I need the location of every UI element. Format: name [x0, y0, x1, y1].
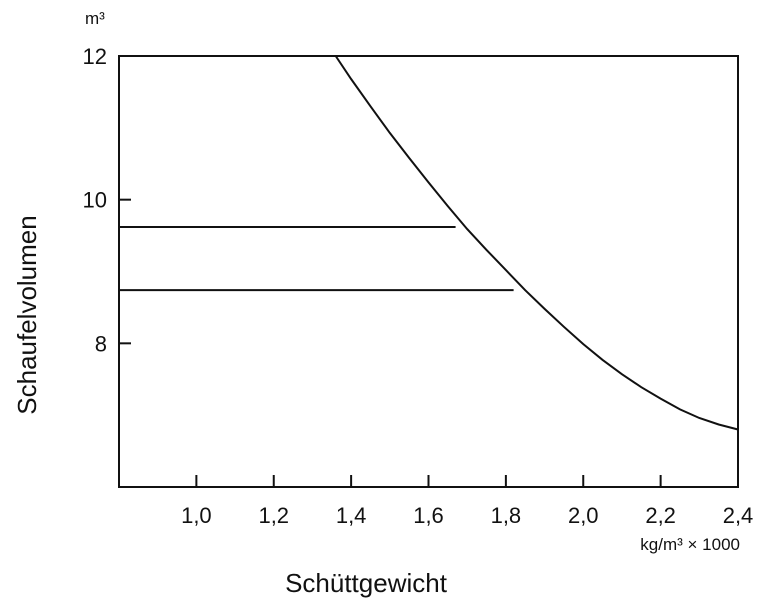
series-curve [334, 55, 739, 431]
reference-lines [119, 225, 514, 292]
x-axis-ticks: 1,0 1,2 1,4 1,6 1,8 2,0 2,2 2,4 [181, 475, 753, 528]
y-tick-label: 10 [83, 188, 107, 213]
plot-frame [118, 55, 739, 488]
x-axis-title: Schüttgewicht [285, 568, 448, 598]
y-axis-title: Schaufelvolumen [12, 215, 42, 414]
x-tick-label: 1,8 [491, 503, 522, 528]
y-tick-label: 12 [83, 44, 107, 69]
y-axis-ticks: 8 10 12 [83, 44, 131, 356]
x-tick-label: 1,0 [181, 503, 212, 528]
y-unit-label: m³ [85, 9, 105, 28]
x-tick-label: 1,4 [336, 503, 367, 528]
x-tick-label: 2,4 [723, 503, 754, 528]
x-tick-label: 2,0 [568, 503, 599, 528]
y-tick-label: 8 [95, 331, 107, 356]
x-tick-label: 2,2 [645, 503, 676, 528]
x-unit-label: kg/m³ × 1000 [640, 535, 740, 554]
x-tick-label: 1,2 [258, 503, 289, 528]
x-tick-label: 1,6 [413, 503, 444, 528]
